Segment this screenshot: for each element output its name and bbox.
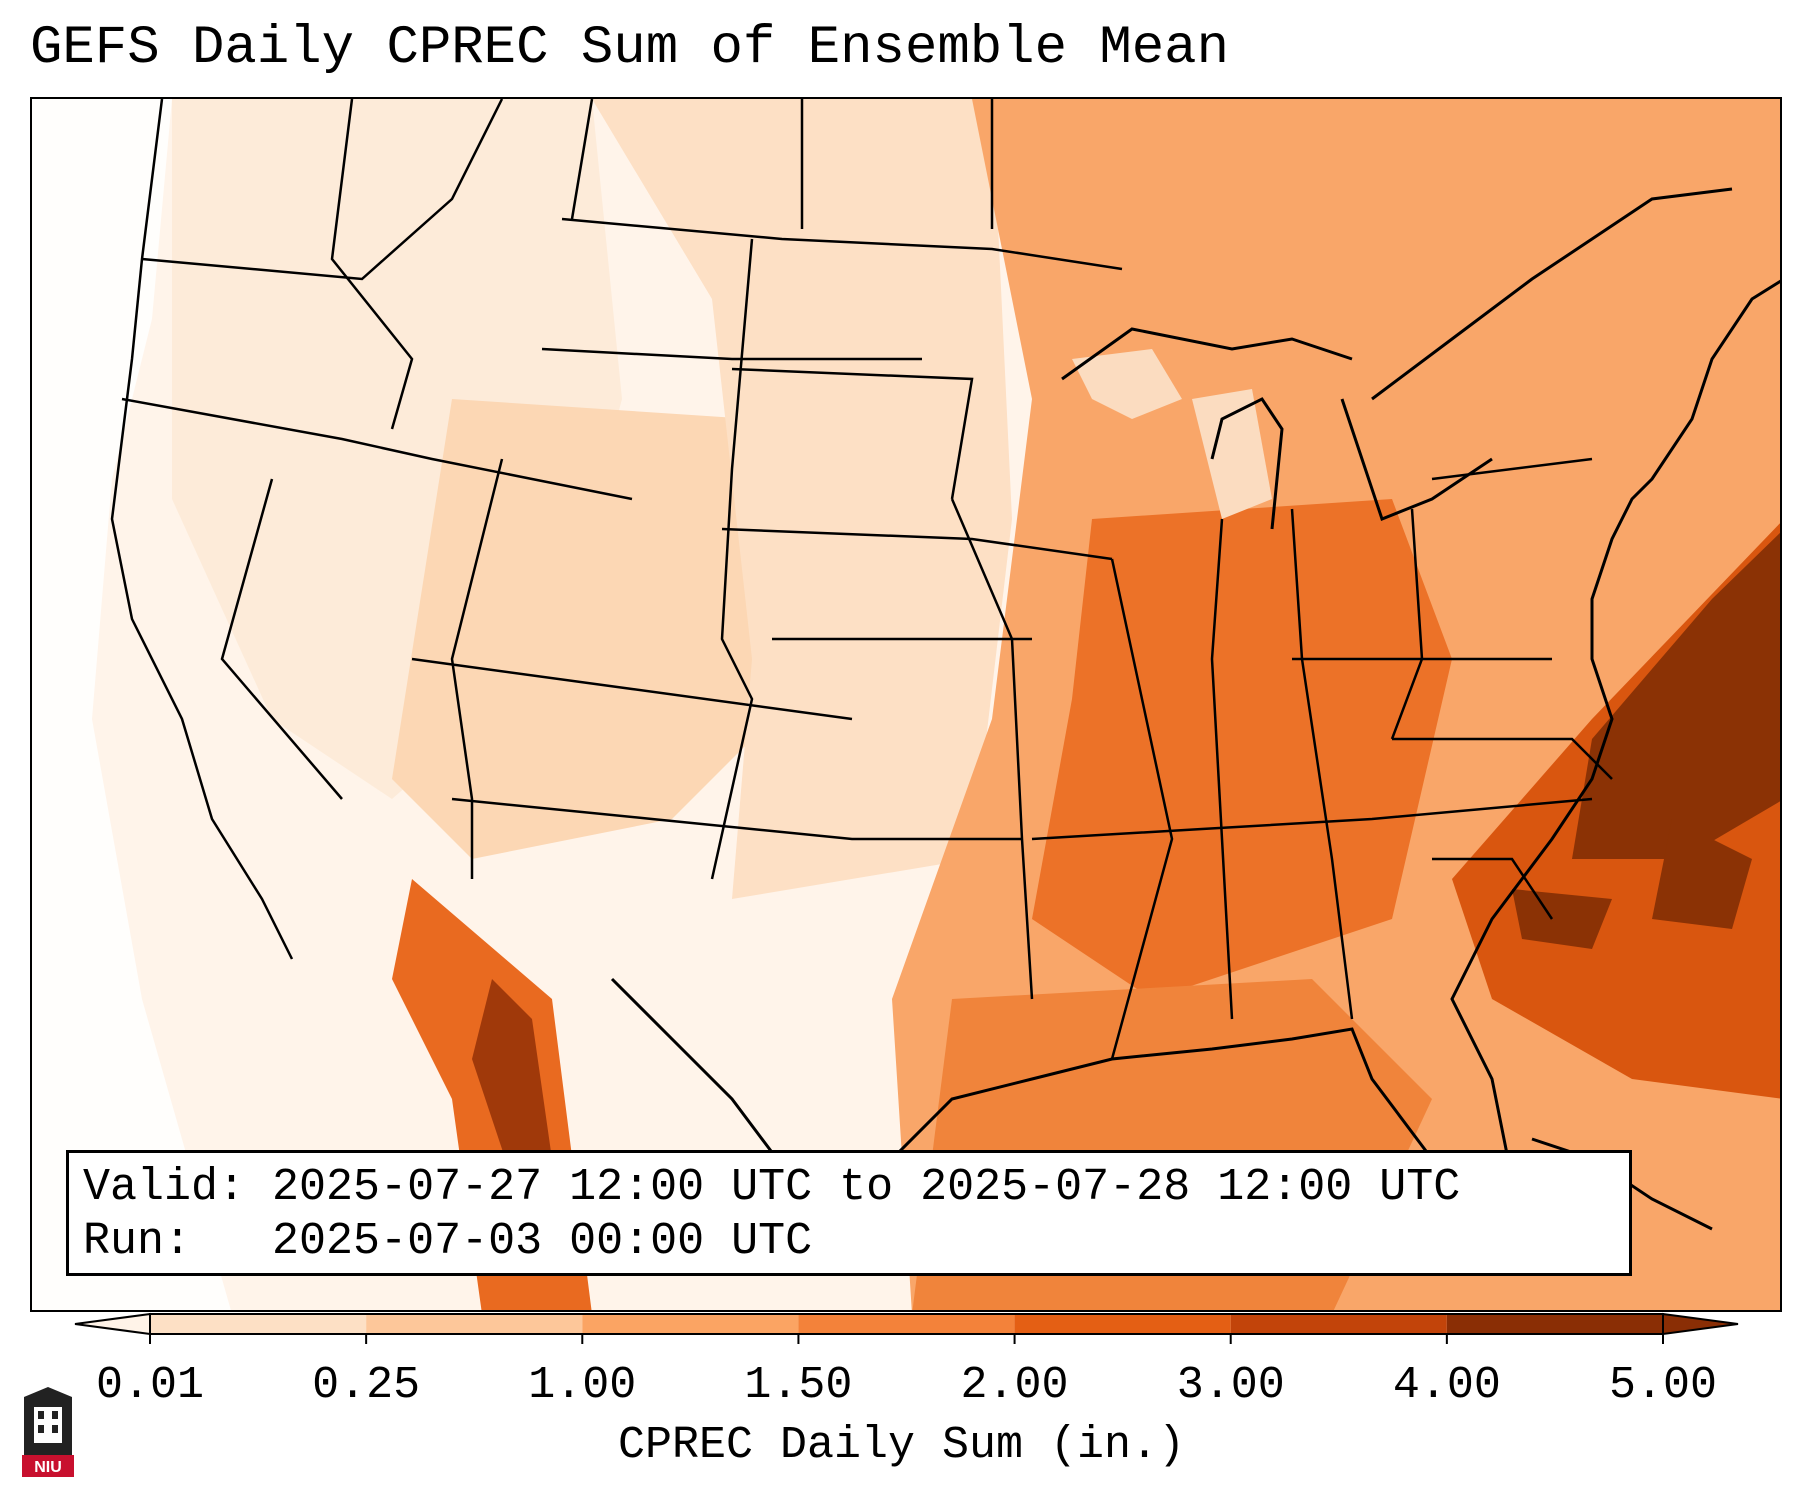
colorbar-tick-label: 3.00 [1176, 1360, 1285, 1411]
west-coast-line [110, 99, 294, 960]
colorbar-ticks [149, 1334, 1664, 1344]
colorbar-segment [1446, 1314, 1663, 1334]
colorbar-tick-label: 1.00 [528, 1360, 637, 1411]
colorbar-label: CPREC Daily Sum (in.) [617, 1420, 1186, 1471]
colorbar-segment [582, 1314, 799, 1334]
colorbar-tick-label: 2.00 [960, 1360, 1069, 1411]
colorbar-segment [366, 1314, 583, 1334]
logo-text: NIU [34, 1459, 62, 1476]
atlantic-max [1572, 532, 1780, 859]
colorbar-tick-label: 0.25 [312, 1360, 421, 1411]
colorbar-extend-high [1662, 1312, 1739, 1336]
colorbar-extend-low [74, 1312, 151, 1336]
state-borders [110, 99, 1613, 1060]
pacific-ocean [32, 99, 231, 1310]
run-label: Run: [83, 1216, 192, 1267]
colorbar-segment [798, 1314, 1015, 1334]
lake-superior [1072, 349, 1182, 419]
map-title: GEFS Daily CPREC Sum of Ensemble Mean [30, 18, 1229, 79]
rockies-region [392, 399, 792, 859]
colorbar-tick-label: 1.50 [744, 1360, 853, 1411]
st-lawrence [1371, 187, 1733, 401]
valid-value: 2025-07-27 12:00 UTC to 2025-07-28 12:00… [272, 1162, 1461, 1213]
valid-line: Valid: 2025-07-27 12:00 UTC to 2025-07-2… [83, 1161, 1615, 1215]
colorbar-tick-label: 5.00 [1608, 1360, 1718, 1411]
colorbar-tick-label: 0.01 [95, 1360, 205, 1411]
colorbar-tick-label: 4.00 [1392, 1360, 1501, 1411]
colorbar [74, 1312, 1739, 1344]
colorbar-outline [149, 1313, 1664, 1335]
colorbar-segment [1014, 1314, 1231, 1334]
atlantic-max-3 [1512, 889, 1612, 949]
logo-banner [22, 1455, 74, 1477]
gulf-atlantic-coast [610, 279, 1780, 1222]
plains-region [592, 99, 1012, 899]
run-line: Run: 2025-07-03 00:00 UTC [83, 1215, 1615, 1269]
valid-label: Valid: [83, 1162, 246, 1213]
run-value: 2025-07-03 00:00 UTC [272, 1216, 813, 1267]
mexico-max [472, 979, 552, 1179]
lake-huron-erie-shore [1340, 398, 1493, 521]
lake-superior-shore [1061, 327, 1353, 381]
precipitation-map [30, 97, 1782, 1312]
colorbar-segment [150, 1314, 367, 1334]
niu-logo: NIU [22, 1387, 74, 1477]
valid-run-info-box: Valid: 2025-07-27 12:00 UTC to 2025-07-2… [66, 1150, 1632, 1276]
lake-michigan [1192, 389, 1272, 519]
colorbar-segment [1230, 1314, 1447, 1334]
colorbar-segments [74, 1312, 1739, 1336]
ohio-valley-region [1032, 499, 1452, 999]
atlantic-max-2 [1652, 819, 1752, 929]
lake-michigan-shore [1210, 397, 1284, 530]
map-canvas [32, 99, 1780, 1310]
